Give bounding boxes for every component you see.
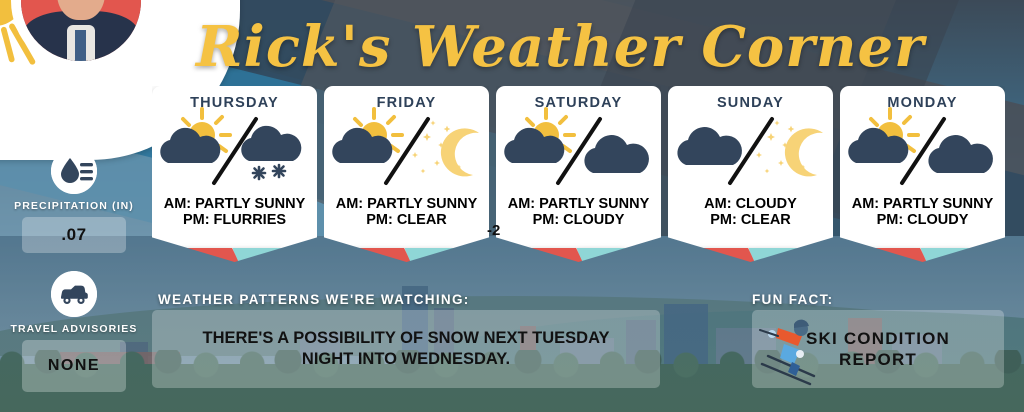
precipitation-label: PRECIPITATION (IN)	[14, 200, 134, 212]
photo-face	[57, 0, 105, 21]
cloud-icon	[677, 127, 742, 165]
sun-behind-cloud-icon	[504, 107, 576, 163]
forecast-row: THURSDAY AM: PARTLY SUNNY PM: FLURRIES 3…	[152, 86, 1020, 262]
travel-advisories-label: TRAVEL ADVISORIES	[10, 323, 138, 335]
forecast-pm: PM: CLOUDY	[532, 211, 625, 228]
forecast-card-sunday[interactable]: SUNDAY AM: CLOUDY PM: CLEAR 34 6	[668, 86, 833, 262]
fun-fact-line1: SKI CONDITION	[805, 328, 951, 348]
fun-fact-text: SKI CONDITION REPORT	[752, 310, 1004, 388]
avatar	[16, 0, 146, 66]
forecast-card-saturday[interactable]: SATURDAY AM: PARTLY SUNNY PM: CLOUDY 49 …	[496, 86, 661, 262]
raindrop-icon	[51, 148, 97, 194]
divider-slash-icon	[728, 117, 774, 185]
divider-slash-icon	[212, 117, 258, 185]
weather-patterns-line1: THERE'S A POSSIBILITY OF SNOW NEXT TUESD…	[202, 329, 610, 348]
forecast-card-thursday[interactable]: THURSDAY AM: PARTLY SUNNY PM: FLURRIES 3…	[152, 86, 317, 262]
forecast-am: AM: PARTLY SUNNY	[335, 195, 478, 212]
photo-tie	[75, 29, 86, 61]
weather-patterns-line2: NIGHT INTO WEDNESDAY.	[301, 350, 511, 368]
sun-behind-cloud-icon	[160, 107, 232, 163]
forecast-day: SATURDAY	[534, 95, 623, 111]
sun-behind-cloud-icon	[332, 107, 404, 163]
forecast-icons	[152, 107, 317, 189]
forecast-conditions: AM: CLOUDY PM: CLEAR	[668, 195, 833, 228]
skier-icon	[759, 319, 816, 386]
forecast-conditions: AM: PARTLY SUNNY PM: CLOUDY	[496, 195, 661, 228]
forecast-conditions: AM: PARTLY SUNNY PM: FLURRIES	[152, 195, 317, 228]
fun-fact-line2: REPORT	[838, 350, 918, 369]
travel-advisories-block: TRAVEL ADVISORIES NONE	[0, 271, 148, 392]
precipitation-block: PRECIPITATION (IN) .07	[0, 148, 148, 253]
forecast-am: AM: PARTLY SUNNY	[507, 195, 650, 212]
header-panel	[0, 0, 240, 160]
forecast-icons	[324, 107, 489, 189]
forecast-day: MONDAY	[887, 95, 958, 111]
weather-patterns-title: WEATHER PATTERNS WE'RE WATCHING:	[158, 292, 470, 307]
forecast-pm: PM: CLEAR	[710, 211, 791, 228]
precipitation-value: .07	[22, 217, 126, 253]
photo-tint	[0, 236, 1024, 412]
forecast-day: THURSDAY	[190, 95, 279, 111]
divider-slash-icon	[384, 117, 430, 185]
forecast-pm: PM: CLEAR	[366, 211, 447, 228]
fun-fact-title: FUN FACT:	[752, 292, 834, 307]
forecast-day: SUNDAY	[716, 95, 785, 111]
forecast-pm: PM: CLOUDY	[876, 211, 969, 228]
snow-cloud-icon	[241, 125, 302, 181]
forecast-icons	[668, 111, 833, 189]
forecast-pm: PM: FLURRIES	[182, 211, 287, 228]
page-title: Rick's Weather Corner	[196, 14, 925, 80]
meteorologist-photo	[21, 0, 141, 61]
travel-advisories-value: NONE	[22, 340, 126, 392]
forecast-am: AM: CLOUDY	[704, 195, 797, 212]
stray-text: -2	[487, 222, 501, 239]
forecast-icons	[840, 107, 1005, 189]
sidebar: PRECIPITATION (IN) .07 TRAVEL ADVISORIES…	[0, 148, 148, 392]
forecast-card-friday[interactable]: FRIDAY AM: PARTLY SUNNY PM: CLEAR 39 20	[324, 86, 489, 262]
sun-behind-cloud-icon	[848, 107, 920, 163]
cloud-icon	[584, 135, 649, 173]
crescent-moon-stars-icon	[754, 120, 823, 177]
cityscape-background	[0, 236, 1024, 412]
forecast-card-monday[interactable]: MONDAY AM: PARTLY SUNNY PM: CLOUDY 23 3	[840, 86, 1005, 262]
forecast-am: AM: PARTLY SUNNY	[163, 195, 306, 212]
weather-patterns-panel	[152, 310, 660, 388]
forecast-conditions: AM: PARTLY SUNNY PM: CLOUDY	[840, 195, 1005, 228]
forecast-am: AM: PARTLY SUNNY	[851, 195, 994, 212]
forecast-conditions: AM: PARTLY SUNNY PM: CLEAR	[324, 195, 489, 228]
divider-slash-icon	[900, 117, 946, 185]
divider-slash-icon	[556, 117, 602, 185]
weather-patterns-text: THERE'S A POSSIBILITY OF SNOW NEXT TUESD…	[152, 310, 660, 388]
cloud-icon	[928, 135, 993, 173]
forecast-icons	[496, 107, 661, 189]
car-icon	[51, 271, 97, 317]
forecast-day: FRIDAY	[376, 95, 437, 111]
